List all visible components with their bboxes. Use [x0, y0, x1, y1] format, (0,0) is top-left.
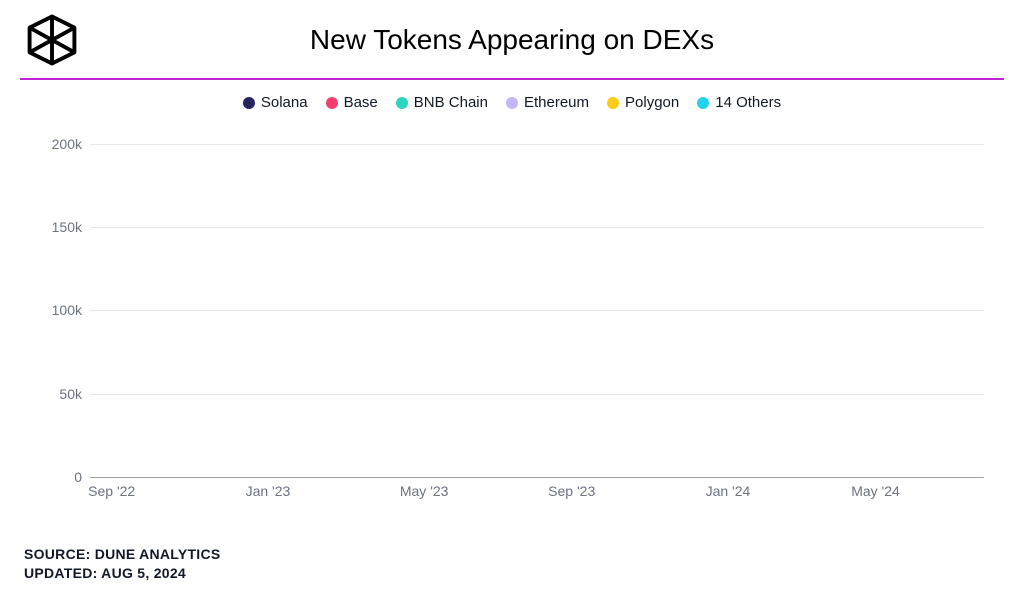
x-tick-label: Sep '22 [88, 483, 135, 499]
x-tick-label: Jan '23 [246, 483, 291, 499]
legend-label: Ethereum [524, 94, 589, 111]
x-tick-label: May '23 [400, 483, 449, 499]
legend-swatch [607, 97, 619, 109]
legend-swatch [243, 97, 255, 109]
legend-swatch [697, 97, 709, 109]
legend-label: 14 Others [715, 94, 781, 111]
logo-icon [24, 12, 80, 68]
legend-item[interactable]: BNB Chain [396, 94, 488, 111]
footer: SOURCE: DUNE ANALYTICS UPDATED: AUG 5, 2… [24, 545, 220, 583]
x-tick-label: Sep '23 [548, 483, 595, 499]
chart-title: New Tokens Appearing on DEXs [80, 24, 944, 56]
updated-label: UPDATED: AUG 5, 2024 [24, 564, 220, 583]
y-tick-label: 200k [22, 136, 82, 152]
legend-label: Polygon [625, 94, 679, 111]
legend-item[interactable]: Solana [243, 94, 308, 111]
plot-area [90, 127, 984, 477]
legend-label: Solana [261, 94, 308, 111]
source-label: SOURCE: DUNE ANALYTICS [24, 545, 220, 564]
x-tick-label: May '24 [851, 483, 900, 499]
y-tick-label: 0 [22, 469, 82, 485]
legend-item[interactable]: 14 Others [697, 94, 781, 111]
y-tick-label: 50k [22, 386, 82, 402]
bars [90, 127, 984, 477]
y-tick-label: 100k [22, 302, 82, 318]
legend: Solana Base BNB Chain Ethereum Polygon 14 Oth… [0, 80, 1024, 117]
legend-swatch [396, 97, 408, 109]
legend-label: BNB Chain [414, 94, 488, 111]
y-tick-label: 150k [22, 219, 82, 235]
x-tick-label: Jan '24 [706, 483, 751, 499]
legend-item[interactable]: Ethereum [506, 94, 589, 111]
legend-swatch [326, 97, 338, 109]
x-axis: Sep '22 Jan '23 May '23 Sep '23 Jan '24 May '… [90, 477, 984, 517]
chart-area: 050k100k150k200k Sep '22Jan '23May '23Se… [20, 117, 1004, 517]
legend-item[interactable]: Base [326, 94, 378, 111]
legend-item[interactable]: Polygon [607, 94, 679, 111]
y-axis: 050k100k150k200k [20, 127, 90, 477]
legend-label: Base [344, 94, 378, 111]
legend-swatch [506, 97, 518, 109]
